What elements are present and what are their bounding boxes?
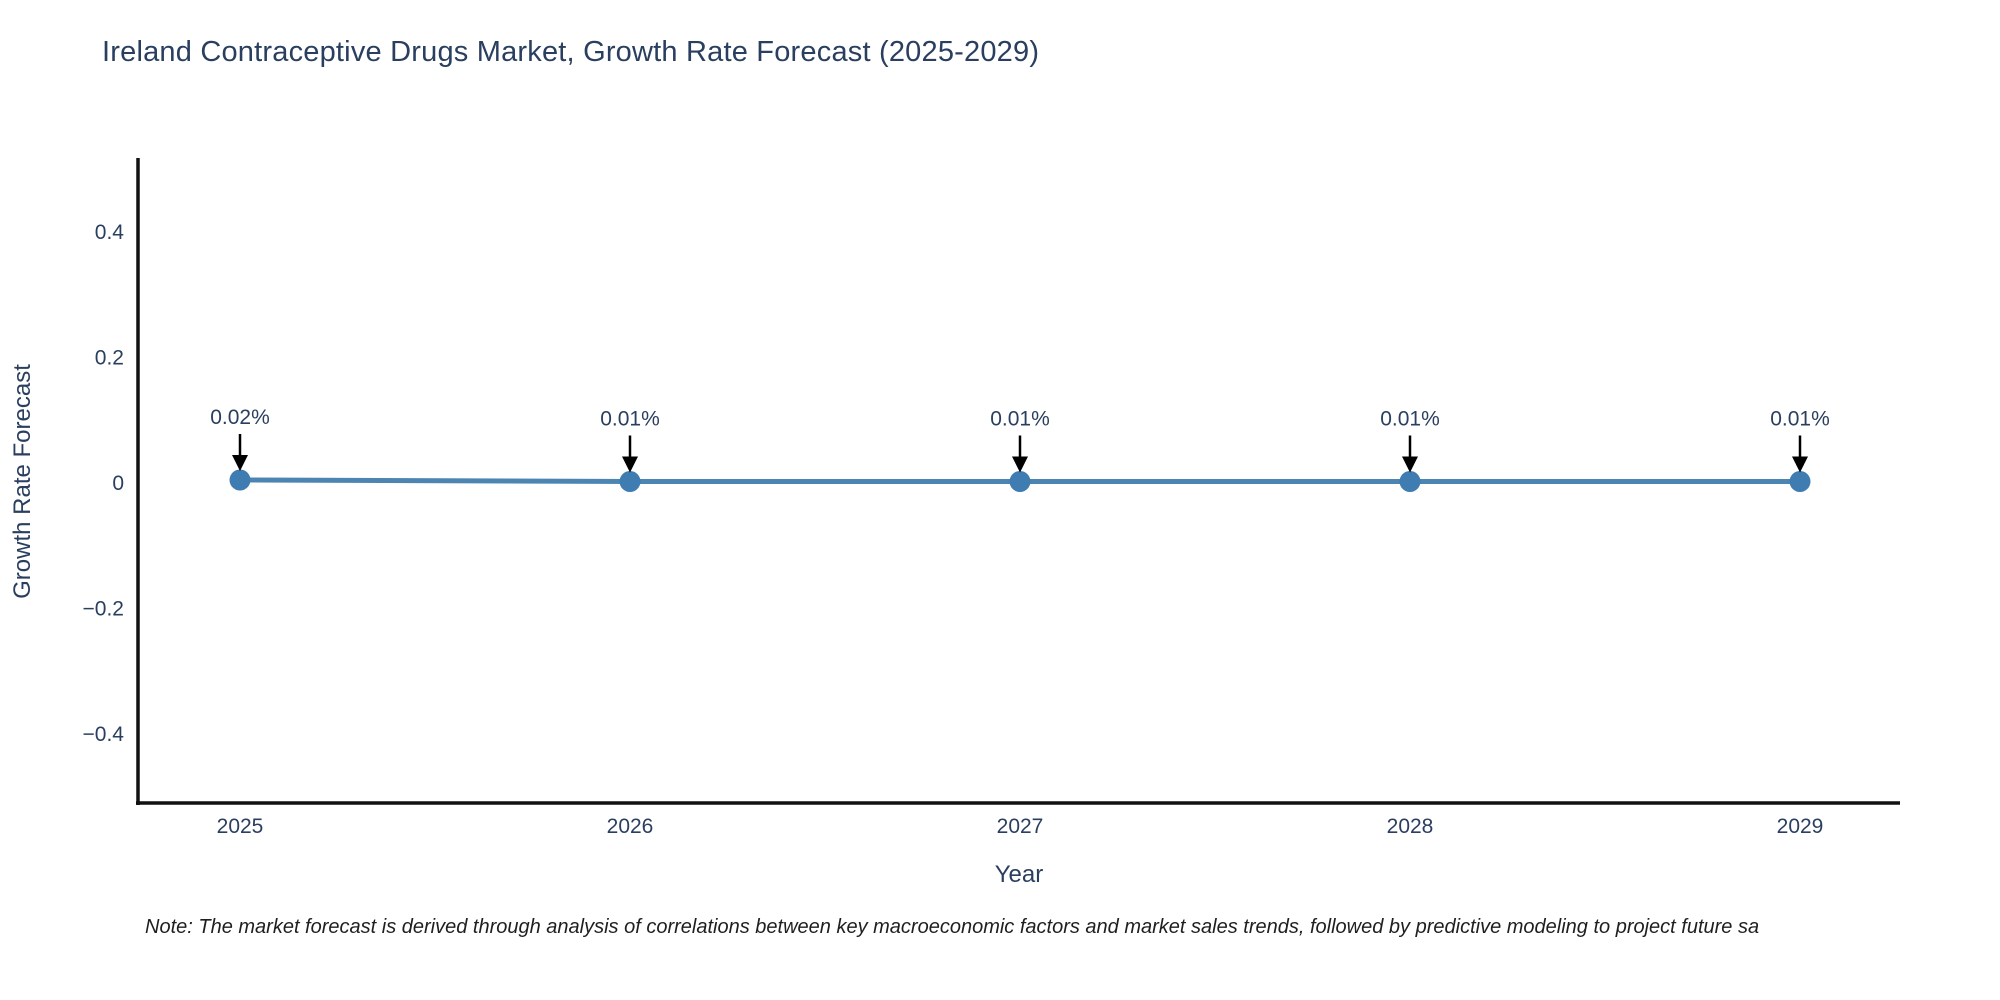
data-point-marker bbox=[1009, 471, 1031, 492]
annotation-arrow-head bbox=[1402, 456, 1418, 473]
data-point-marker bbox=[1789, 471, 1811, 492]
y-tick-label: 0.4 bbox=[95, 221, 125, 244]
y-tick-label: −0.2 bbox=[83, 598, 124, 621]
chart-title: Ireland Contraceptive Drugs Market, Grow… bbox=[102, 36, 1040, 68]
x-tick-label: 2028 bbox=[1387, 815, 1434, 838]
annotation-arrow-head bbox=[1792, 456, 1808, 473]
data-point-marker bbox=[619, 471, 641, 492]
data-point-marker bbox=[229, 469, 251, 491]
x-tick-label: 2029 bbox=[1777, 815, 1824, 838]
annotation-arrow-head bbox=[622, 456, 638, 473]
footnote-text: Note: The market forecast is derived thr… bbox=[145, 916, 1760, 938]
data-point-label: 0.01% bbox=[1770, 408, 1830, 431]
data-point-label: 0.02% bbox=[210, 406, 270, 429]
x-tick-label: 2027 bbox=[997, 815, 1044, 838]
data-point-label: 0.01% bbox=[600, 408, 660, 431]
data-point-label: 0.01% bbox=[1380, 408, 1440, 431]
y-axis-title: Growth Rate Forecast bbox=[9, 364, 36, 599]
annotation-arrow-head bbox=[1012, 456, 1028, 473]
x-tick-label: 2025 bbox=[217, 815, 264, 838]
x-axis-title: Year bbox=[995, 861, 1044, 888]
x-tick-label: 2026 bbox=[607, 815, 654, 838]
y-tick-label: 0.2 bbox=[95, 347, 124, 370]
data-point-label: 0.01% bbox=[990, 408, 1050, 431]
data-point-marker bbox=[1399, 471, 1421, 492]
y-tick-label: −0.4 bbox=[83, 723, 125, 746]
annotation-arrow-head bbox=[232, 455, 248, 471]
y-tick-label: 0 bbox=[112, 472, 124, 495]
